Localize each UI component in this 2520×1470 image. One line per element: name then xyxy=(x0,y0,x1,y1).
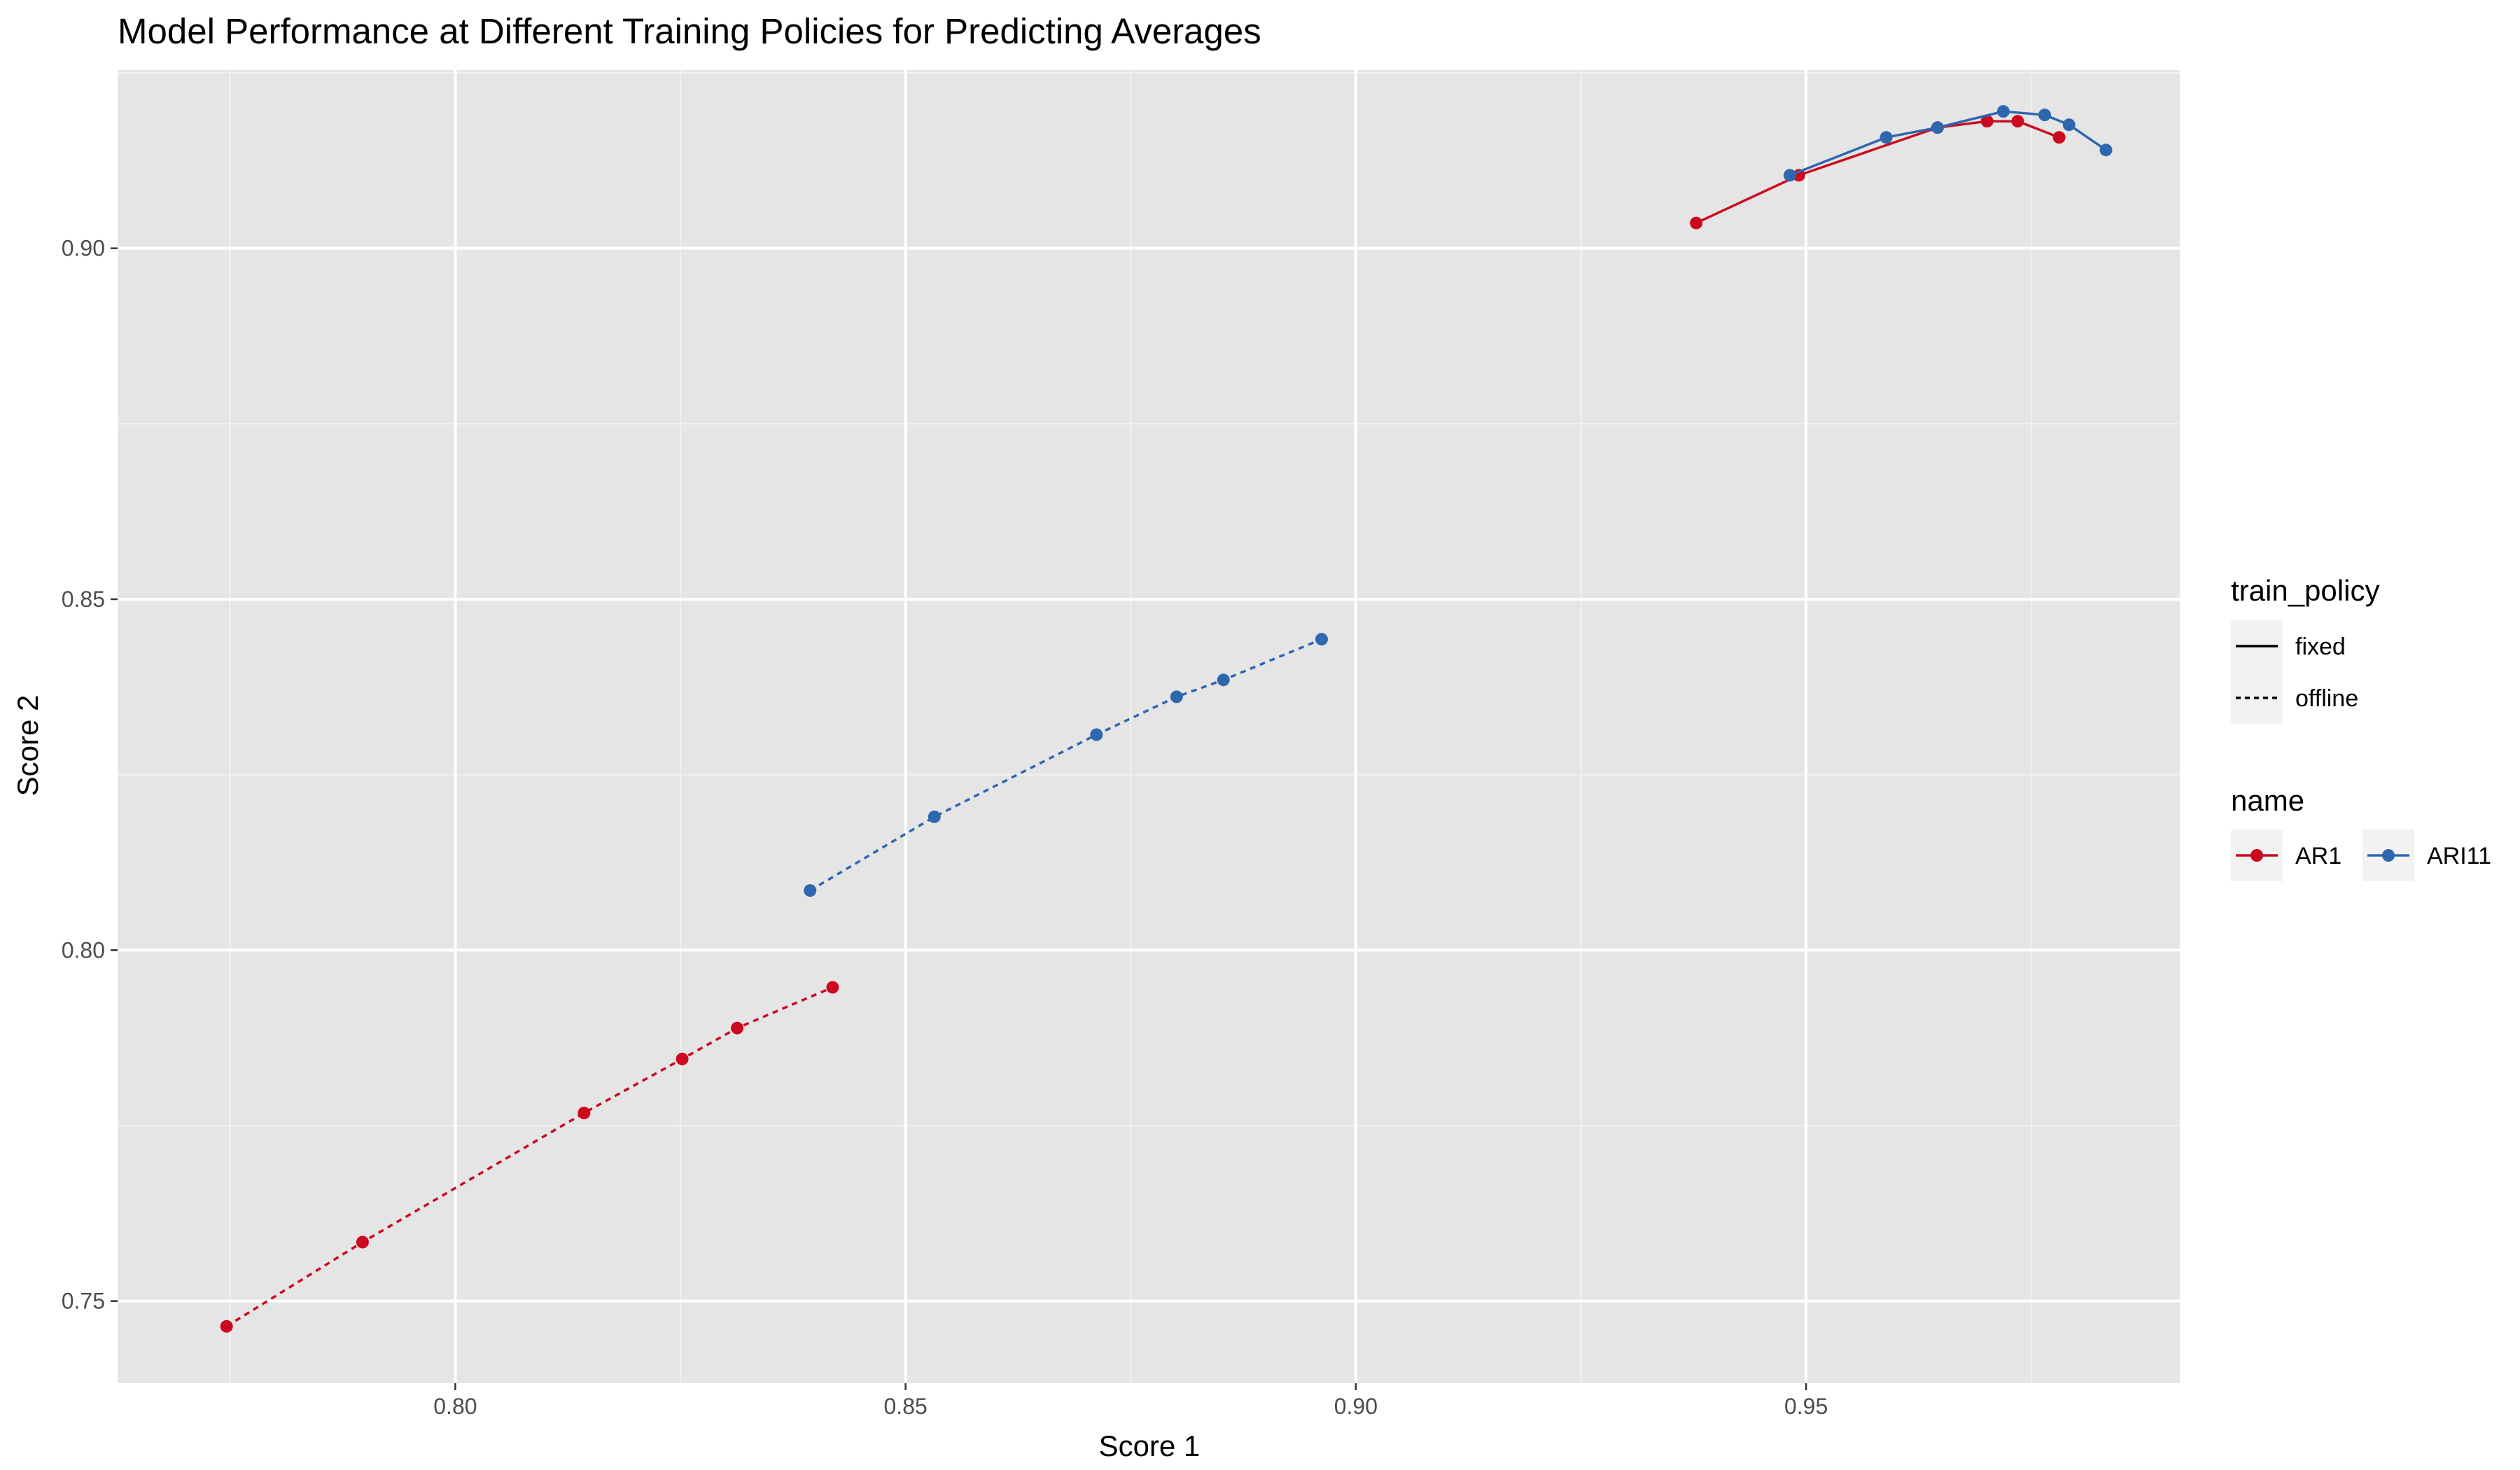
series-line xyxy=(809,638,1322,892)
chart-title: Model Performance at Different Training … xyxy=(118,11,1261,51)
y-axis-ticks: 0.75 0.80 0.85 0.90 xyxy=(62,236,118,1314)
data-point xyxy=(578,1106,591,1119)
x-tick-label: 0.85 xyxy=(884,1394,927,1419)
y-tick-label: 0.80 xyxy=(62,937,105,962)
data-point xyxy=(2038,108,2052,122)
data-point xyxy=(676,1052,689,1065)
series-ARI11-offline xyxy=(804,633,1329,897)
x-tick-label: 0.90 xyxy=(1334,1394,1378,1419)
data-point xyxy=(731,1021,744,1035)
y-tick-label: 0.75 xyxy=(62,1289,105,1314)
data-point xyxy=(2099,144,2113,157)
plot-panel xyxy=(118,70,2180,1383)
x-tick-label: 0.95 xyxy=(1784,1394,1828,1419)
data-point xyxy=(927,810,941,823)
data-point xyxy=(1996,105,2010,118)
legend-label: ARI11 xyxy=(2427,843,2491,869)
data-point xyxy=(2011,115,2024,128)
legend-entry-offline: offline xyxy=(2231,672,2358,724)
data-point xyxy=(1315,633,1329,646)
legend-label: fixed xyxy=(2295,634,2346,660)
data-point xyxy=(1879,131,1893,144)
data-point xyxy=(1090,728,1103,741)
data-point xyxy=(1783,169,1796,182)
panel-background xyxy=(118,70,2180,1383)
x-axis-ticks: 0.80 0.85 0.90 0.95 xyxy=(433,1383,1828,1419)
data-point xyxy=(1980,115,1994,128)
y-tick-label: 0.90 xyxy=(62,236,105,261)
legend-label: AR1 xyxy=(2295,843,2342,869)
x-axis-title: Score 1 xyxy=(1099,1429,1200,1462)
legend-entry-fixed: fixed xyxy=(2231,620,2346,672)
data-point xyxy=(356,1236,369,1249)
x-tick-label: 0.80 xyxy=(433,1394,477,1419)
legend-entry-AR1: AR1 xyxy=(2231,830,2342,881)
data-point xyxy=(220,1320,233,1333)
y-axis-title: Score 2 xyxy=(11,695,44,797)
data-point xyxy=(1690,216,1703,230)
legend-title-name: name xyxy=(2231,784,2304,817)
data-point xyxy=(804,884,817,897)
series-line xyxy=(1695,120,2060,225)
data-point xyxy=(1217,673,1230,687)
legend-point-sample xyxy=(2382,849,2395,862)
data-point xyxy=(2062,118,2076,132)
legend-entry-ARI11: ARI11 xyxy=(2362,830,2491,881)
series-AR1-offline xyxy=(220,981,839,1333)
legend-point-sample xyxy=(2250,849,2263,862)
data-point xyxy=(1931,121,1944,134)
data-point xyxy=(2052,131,2066,144)
data-point xyxy=(1170,690,1183,704)
legend-title-train-policy: train_policy xyxy=(2231,574,2379,607)
legend-label: offline xyxy=(2295,685,2358,712)
series-ARI11-fixed xyxy=(1783,105,2113,182)
data-point xyxy=(826,981,839,994)
y-tick-label: 0.85 xyxy=(62,587,105,612)
